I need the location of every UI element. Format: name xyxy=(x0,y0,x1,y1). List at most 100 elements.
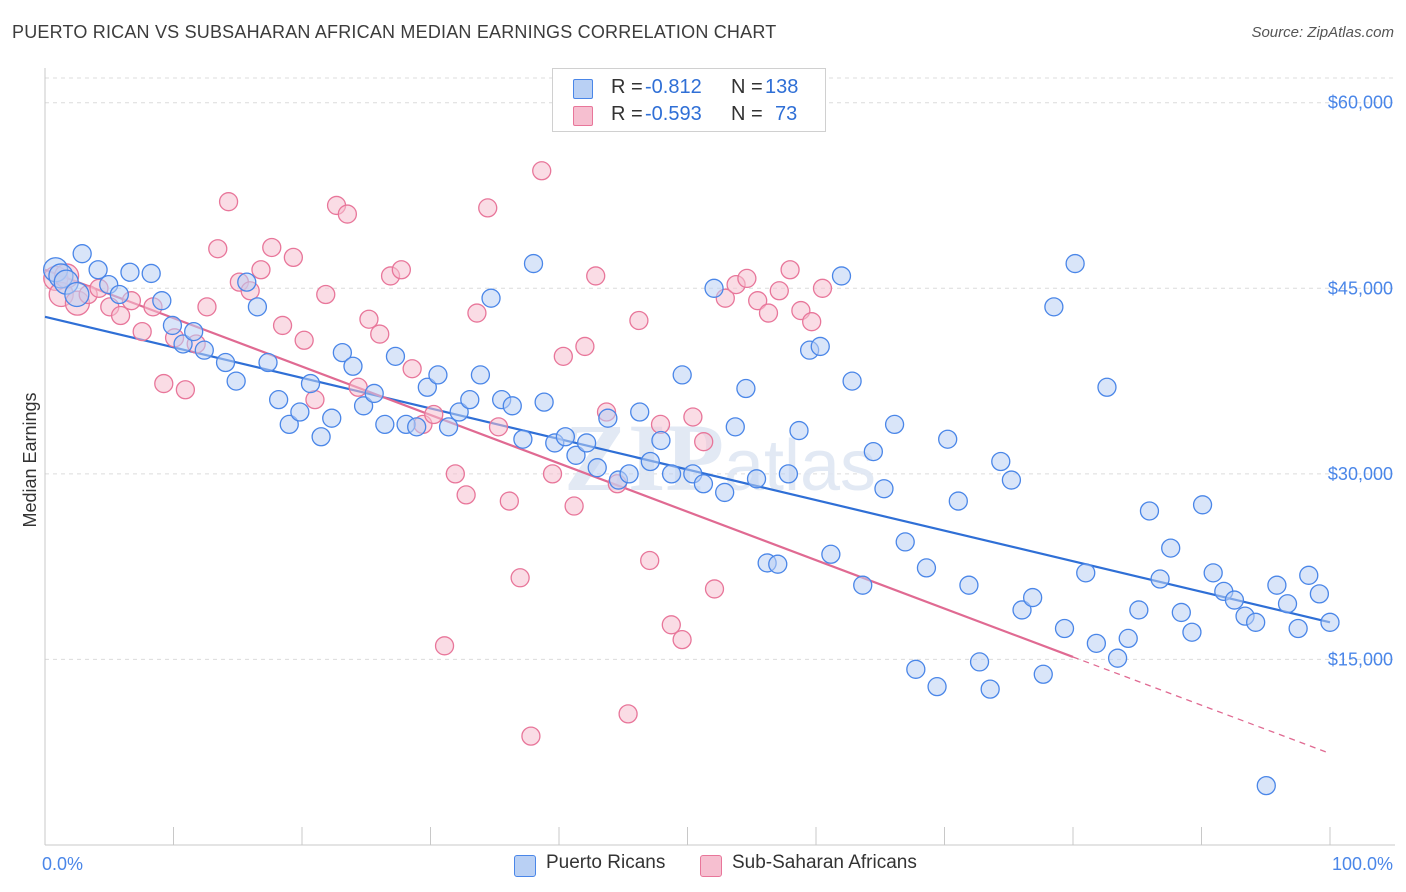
point-puerto-rican xyxy=(1224,590,1245,610)
point-puerto-rican xyxy=(1118,628,1138,649)
point-puerto-rican xyxy=(460,389,480,410)
point-puerto-rican xyxy=(1107,648,1128,668)
y-tick-label: $60,000 xyxy=(1328,93,1393,113)
legend-swatch-blue xyxy=(573,79,593,99)
point-sub-saharan xyxy=(737,268,757,289)
point-puerto-rican xyxy=(1182,622,1202,642)
legend-n-value: 138 xyxy=(765,76,799,98)
point-sub-saharan xyxy=(553,346,573,366)
point-sub-saharan xyxy=(758,303,779,323)
point-puerto-rican xyxy=(353,396,374,416)
point-puerto-rican xyxy=(1065,253,1085,274)
point-puerto-rican xyxy=(916,558,937,578)
gridlines xyxy=(45,77,1395,660)
point-puerto-rican xyxy=(1001,470,1022,490)
point-puerto-rican xyxy=(1246,612,1266,632)
point-puerto-rican xyxy=(88,260,108,280)
point-puerto-rican xyxy=(640,451,660,472)
point-sub-saharan xyxy=(218,192,239,212)
point-puerto-rican xyxy=(969,652,990,672)
point-puerto-rican xyxy=(948,491,968,511)
point-puerto-rican xyxy=(449,402,469,422)
point-puerto-rican xyxy=(1171,602,1191,623)
point-puerto-rican xyxy=(184,321,204,342)
point-sub-saharan xyxy=(748,291,768,311)
point-puerto-rican xyxy=(959,575,979,595)
point-sub-saharan xyxy=(704,579,725,599)
y-axis-label: Median Earnings xyxy=(20,392,40,527)
x-tick-label-end: 100.0% xyxy=(1332,854,1393,874)
point-puerto-rican xyxy=(290,402,310,422)
point-puerto-rican xyxy=(72,244,92,264)
bottom-legend-swatch-blue xyxy=(514,855,536,877)
point-puerto-rican xyxy=(619,464,639,484)
point-puerto-rican xyxy=(258,352,278,373)
x-tick-label-start: 0.0% xyxy=(42,854,83,874)
point-puerto-rican xyxy=(810,336,830,357)
y-tick-label: $15,000 xyxy=(1328,649,1393,669)
point-puerto-rican xyxy=(1150,569,1170,589)
point-puerto-rican xyxy=(311,427,331,447)
point-sub-saharan xyxy=(780,260,800,280)
point-puerto-rican xyxy=(1054,618,1075,639)
point-sub-saharan xyxy=(586,266,606,286)
point-sub-saharan xyxy=(564,496,584,516)
trend-sub-saharan xyxy=(44,268,1331,755)
point-sub-saharan xyxy=(424,404,444,425)
axes xyxy=(44,68,1395,846)
point-sub-saharan xyxy=(812,278,833,298)
point-sub-saharan xyxy=(650,414,671,435)
point-puerto-rican xyxy=(1161,538,1181,558)
point-puerto-rican xyxy=(1288,618,1308,639)
point-puerto-rican xyxy=(693,474,714,494)
point-puerto-rican xyxy=(906,659,926,679)
point-puerto-rican xyxy=(672,365,692,385)
point-sub-saharan xyxy=(683,407,703,427)
point-puerto-rican xyxy=(821,544,841,564)
point-sub-saharan xyxy=(370,324,390,344)
point-puerto-rican xyxy=(1033,664,1053,684)
point-sub-saharan xyxy=(445,464,465,484)
point-puerto-rican xyxy=(343,356,363,376)
point-puerto-rican xyxy=(364,383,384,404)
y-tick-label: $45,000 xyxy=(1328,278,1393,298)
point-puerto-rican xyxy=(831,266,852,286)
point-sub-saharan xyxy=(251,260,271,280)
point-puerto-rican xyxy=(1076,563,1096,583)
point-puerto-rican xyxy=(661,464,682,484)
point-puerto-rican xyxy=(523,253,544,274)
point-sub-saharan xyxy=(542,464,563,484)
points-sub-saharan xyxy=(43,161,833,746)
point-puerto-rican xyxy=(237,272,257,292)
point-sub-saharan xyxy=(208,239,228,259)
point-puerto-rican xyxy=(173,334,193,354)
point-sub-saharan xyxy=(694,432,714,452)
bottom-legend-label: Sub-Saharan Africans xyxy=(732,852,917,873)
point-puerto-rican xyxy=(927,677,947,697)
point-puerto-rican xyxy=(587,458,607,478)
point-puerto-rican xyxy=(1192,495,1213,515)
point-puerto-rican xyxy=(598,408,618,428)
point-puerto-rican xyxy=(1044,297,1064,317)
point-puerto-rican xyxy=(513,429,533,449)
point-sub-saharan xyxy=(629,310,649,331)
point-puerto-rican xyxy=(109,284,129,305)
point-sub-saharan xyxy=(521,726,541,746)
point-sub-saharan xyxy=(618,704,638,724)
point-puerto-rican xyxy=(651,430,671,451)
point-puerto-rican xyxy=(768,554,788,574)
legend-box: R = -0.812 N = 138 R = -0.593 N = 73 xyxy=(552,68,826,132)
y-tick-label: $30,000 xyxy=(1328,464,1393,484)
point-puerto-rican xyxy=(152,291,172,311)
point-sub-saharan xyxy=(197,297,217,317)
point-puerto-rican xyxy=(502,396,522,416)
point-sub-saharan xyxy=(262,237,282,258)
y-tick-labels: $15,000 $30,000 $45,000 $60,000 xyxy=(1328,93,1393,670)
point-puerto-rican xyxy=(895,532,915,552)
legend-r-value: -0.812 xyxy=(645,76,702,98)
point-puerto-rican xyxy=(980,679,1000,699)
point-puerto-rican xyxy=(1097,377,1117,397)
point-sub-saharan xyxy=(640,550,660,571)
point-puerto-rican xyxy=(215,352,236,373)
point-sub-saharan xyxy=(175,380,196,400)
